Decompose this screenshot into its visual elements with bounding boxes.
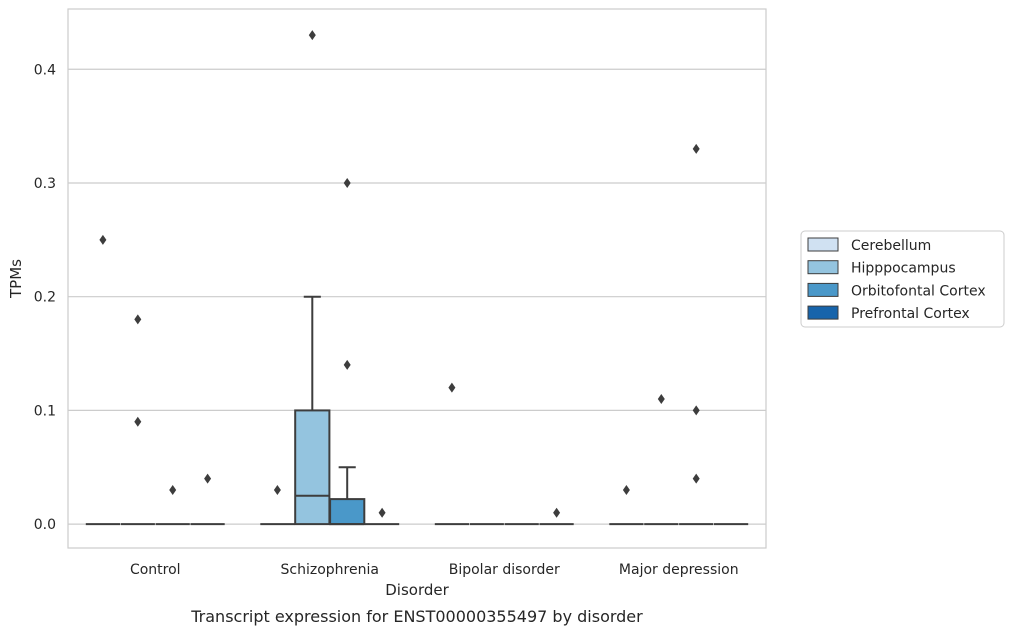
box-group — [260, 485, 295, 526]
x-axis-ticks: Control Schizophrenia Bipolar disorder Majo… — [130, 562, 739, 578]
box-group — [609, 485, 644, 526]
y-tick-label: 0.4 — [34, 62, 56, 78]
outlier-point — [692, 143, 700, 154]
box-group — [679, 143, 714, 526]
legend: Cerebellum Hipppocampus Orbitofontal Corte… — [800, 230, 1005, 328]
outlier-point — [448, 382, 456, 393]
outlier-point — [378, 507, 386, 518]
legend-swatch — [807, 260, 839, 275]
outlier-point — [622, 485, 630, 496]
outlier-point — [308, 30, 316, 41]
box-group — [190, 473, 225, 526]
outlier-point — [134, 314, 142, 325]
y-axis-ticks: 0.0 0.1 0.2 0.3 0.4 — [34, 62, 56, 533]
legend-entry: Cerebellum — [851, 238, 931, 254]
box-group — [155, 485, 190, 526]
legend-frame — [800, 230, 1005, 328]
outlier-point — [692, 405, 700, 416]
legend-entry: Orbitofontal Cortex — [851, 283, 986, 299]
legend-swatch — [807, 282, 839, 297]
box-rect — [329, 498, 366, 526]
y-tick-label: 0.2 — [34, 290, 56, 306]
x-tick-label: Schizophrenia — [281, 562, 379, 578]
outlier-point — [134, 416, 142, 427]
box-group — [294, 30, 331, 526]
outlier-point — [169, 485, 177, 496]
outlier-point — [692, 473, 700, 484]
legend-swatch — [807, 237, 839, 252]
plot-frame — [67, 8, 767, 549]
outlier-point — [343, 177, 351, 188]
legend-swatch — [807, 305, 839, 320]
x-tick-label: Control — [130, 562, 181, 578]
plot-area — [85, 30, 749, 526]
x-axis-label: Disorder — [385, 581, 449, 599]
box-group — [120, 314, 155, 526]
box-group — [329, 177, 366, 526]
legend-entry: Prefrontal Cortex — [851, 306, 970, 322]
outlier-point — [657, 394, 665, 405]
box-group — [85, 234, 121, 526]
legend-entry: Hipppocampus — [851, 261, 956, 277]
x-tick-label: Bipolar disorder — [449, 562, 560, 578]
y-tick-label: 0.3 — [34, 176, 56, 192]
outlier-point — [343, 359, 351, 370]
y-axis-label: TPMs — [7, 259, 25, 299]
outlier-point — [204, 473, 212, 484]
outlier-point — [273, 485, 281, 496]
box-group — [539, 507, 574, 526]
gridlines — [68, 68, 766, 525]
box-rect — [294, 409, 331, 526]
outlier-point — [99, 234, 107, 245]
y-tick-label: 0.0 — [34, 517, 56, 533]
outlier-point — [553, 507, 561, 518]
y-tick-label: 0.1 — [34, 403, 56, 419]
box-group — [364, 507, 400, 526]
box-group — [434, 382, 470, 526]
box-group — [644, 394, 679, 526]
x-tick-label: Major depression — [619, 562, 739, 578]
figure-caption: Transcript expression for ENST0000035549… — [190, 607, 643, 626]
